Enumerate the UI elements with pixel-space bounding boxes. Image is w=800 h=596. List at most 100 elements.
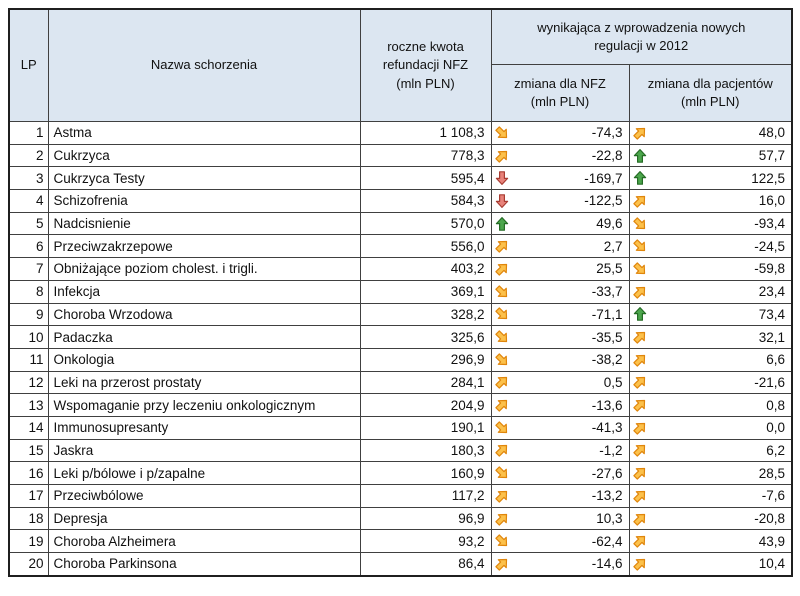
patient-change-cell: 43,9	[628, 529, 793, 554]
nfz-change-value: -35,5	[591, 329, 623, 345]
disease-name: Obniżające poziom cholest. i trigli.	[47, 257, 361, 281]
disease-name: Onkologia	[47, 347, 361, 372]
annual-refund-value: 570,0	[359, 211, 492, 236]
row-number: 11	[8, 347, 49, 372]
row-number: 14	[8, 415, 49, 440]
row-number: 15	[8, 438, 49, 463]
trend-down-right-icon	[494, 420, 510, 436]
table-row: 14 Immunosupresanty 190,1 -41,3 0,0	[8, 415, 793, 440]
nfz-change-cell: -13,6	[490, 393, 630, 417]
disease-name: Jaskra	[47, 438, 361, 463]
col-header-lp: LP	[8, 8, 49, 122]
nfz-change-value: -33,7	[591, 284, 623, 300]
trend-up-right-icon	[494, 238, 510, 254]
nfz-change-cell: -27,6	[490, 461, 630, 485]
nfz-change-cell: 25,5	[490, 257, 630, 281]
patient-change-value: 32,1	[758, 329, 786, 345]
trend-up-right-icon	[632, 352, 648, 368]
disease-name: Przeciwbólowe	[47, 484, 361, 508]
table-row: 10 Padaczka 325,6 -35,5 32,1	[8, 325, 793, 349]
patient-change-value: -24,5	[754, 238, 786, 254]
col-header-annual-refund: roczne kwota refundacji NFZ (mln PLN)	[359, 8, 492, 122]
trend-up-right-icon	[494, 397, 510, 413]
nfz-change-cell: -169,7	[490, 166, 630, 191]
disease-name: Padaczka	[47, 325, 361, 349]
table-row: 11 Onkologia 296,9 -38,2 6,6	[8, 347, 793, 372]
patient-change-value: 48,0	[758, 125, 786, 141]
nfz-change-cell: -35,5	[490, 325, 630, 349]
trend-down-right-icon	[494, 284, 510, 300]
patient-change-cell: 32,1	[628, 325, 793, 349]
table-row: 19 Choroba Alzheimera 93,2 -62,4 43,9	[8, 529, 793, 554]
row-number: 16	[8, 461, 49, 485]
disease-name: Choroba Alzheimera	[47, 529, 361, 554]
table-row: 18 Depresja 96,9 10,3 -20,8	[8, 506, 793, 531]
annual-refund-value: 296,9	[359, 347, 492, 372]
nfz-change-cell: -14,6	[490, 552, 630, 577]
trend-up-icon	[494, 216, 510, 232]
disease-name: Infekcja	[47, 279, 361, 304]
nfz-change-value: -27,6	[591, 465, 623, 481]
patient-change-cell: 73,4	[628, 302, 793, 327]
trend-up-icon	[632, 170, 648, 186]
annual-refund-value: 96,9	[359, 506, 492, 531]
nfz-change-value: 0,5	[603, 374, 623, 390]
patient-change-cell: 57,7	[628, 143, 793, 168]
nfz-change-value: 10,3	[596, 511, 623, 527]
annual-refund-value: 1 108,3	[359, 121, 492, 145]
patient-change-cell: 23,4	[628, 279, 793, 304]
nfz-change-cell: -74,3	[490, 121, 630, 145]
trend-up-right-icon	[494, 261, 510, 277]
trend-up-right-icon	[494, 488, 510, 504]
disease-name: Immunosupresanty	[47, 415, 361, 440]
annual-refund-value: 325,6	[359, 325, 492, 349]
trend-up-right-icon	[632, 125, 648, 141]
annual-refund-value: 190,1	[359, 415, 492, 440]
nfz-change-cell: -22,8	[490, 143, 630, 168]
trend-up-right-icon	[632, 193, 648, 209]
annual-refund-value: 584,3	[359, 189, 492, 213]
table-row: 2 Cukrzyca 778,3 -22,8 57,7	[8, 143, 793, 168]
table-row: 6 Przeciwzakrzepowe 556,0 2,7 -24,5	[8, 234, 793, 259]
trend-up-right-icon	[632, 511, 648, 527]
patient-change-cell: -24,5	[628, 234, 793, 259]
nfz-change-value: -62,4	[591, 533, 623, 549]
row-number: 5	[8, 211, 49, 236]
patient-change-value: 6,2	[766, 442, 786, 458]
nfz-change-value: 49,6	[596, 216, 623, 232]
annual-refund-value: 204,9	[359, 393, 492, 417]
nfz-change-value: -74,3	[591, 125, 623, 141]
patient-change-value: 6,6	[766, 352, 786, 368]
nfz-change-cell: -33,7	[490, 279, 630, 304]
disease-name: Choroba Parkinsona	[47, 552, 361, 577]
patient-change-cell: 6,2	[628, 438, 793, 463]
patient-change-value: -59,8	[754, 261, 786, 277]
trend-up-icon	[632, 148, 648, 164]
trend-up-right-icon	[632, 329, 648, 345]
annual-refund-value: 778,3	[359, 143, 492, 168]
nfz-change-cell: -62,4	[490, 529, 630, 554]
disease-name: Cukrzyca	[47, 143, 361, 168]
patient-change-cell: 0,8	[628, 393, 793, 417]
disease-name: Leki na przerost prostaty	[47, 370, 361, 395]
patient-change-value: 16,0	[758, 193, 786, 209]
nfz-change-cell: -122,5	[490, 189, 630, 213]
trend-up-right-icon	[494, 374, 510, 390]
nfz-change-value: -122,5	[584, 193, 623, 209]
patient-change-value: 43,9	[758, 533, 786, 549]
row-number: 4	[8, 189, 49, 213]
patient-change-cell: 16,0	[628, 189, 793, 213]
trend-down-right-icon	[494, 329, 510, 345]
row-number: 7	[8, 257, 49, 281]
table-row: 7 Obniżające poziom cholest. i trigli. 4…	[8, 257, 793, 281]
table-row: 3 Cukrzyca Testy 595,4 -169,7 122,5	[8, 166, 793, 191]
trend-down-icon	[494, 193, 510, 209]
trend-up-right-icon	[632, 533, 648, 549]
patient-change-value: 0,8	[766, 397, 786, 413]
table-row: 16 Leki p/bólowe i p/zapalne 160,9 -27,6…	[8, 461, 793, 485]
annual-refund-value: 93,2	[359, 529, 492, 554]
nfz-change-cell: -1,2	[490, 438, 630, 463]
patient-change-cell: 10,4	[628, 552, 793, 577]
patient-change-cell: -21,6	[628, 370, 793, 395]
